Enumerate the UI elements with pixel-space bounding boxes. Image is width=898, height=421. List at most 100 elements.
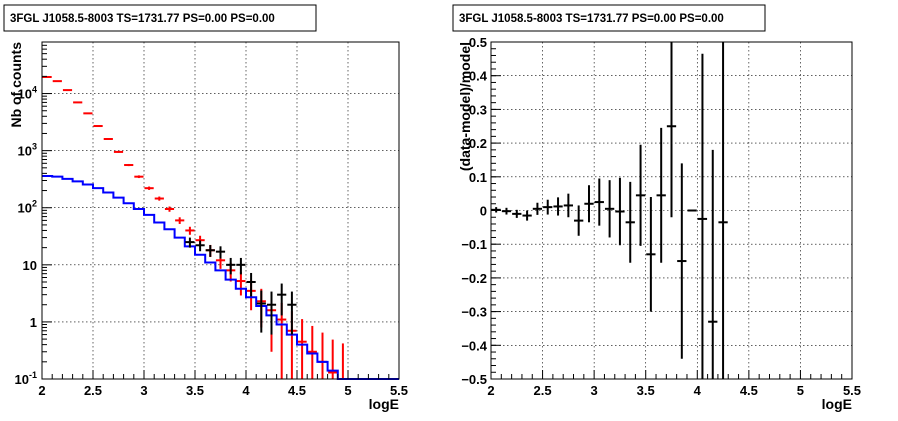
model-step-line (42, 174, 399, 380)
predicted-counts-point (317, 332, 328, 379)
predicted-counts-point (113, 150, 124, 153)
residual-y-tick-label: 0.4 (469, 69, 488, 84)
residual-title: 3FGL J1058.5-8003 TS=1731.77 PS=0.00 PS=… (459, 13, 724, 25)
counts-x-tick-label: 2 (38, 383, 45, 398)
predicted-counts-point (154, 196, 164, 201)
observed-counts-point (287, 291, 297, 335)
residual-point (625, 181, 635, 263)
residual-point (677, 163, 687, 359)
residual-point (646, 197, 656, 312)
residual-y-tick-label: −0.1 (461, 237, 487, 252)
residual-x-tick-label: 2.5 (534, 383, 552, 398)
residual-point (604, 180, 615, 238)
residual-panel: 2 2.5 3 3.5 4 4.5 5 5.5 −0.5 −0.4 −0.3 −0.2 −0.1 0 0.1… (452, 4, 861, 412)
predicted-counts-point (164, 206, 175, 212)
observed-counts-point (226, 257, 236, 275)
predicted-counts-point (338, 343, 348, 380)
counts-plot-frame (41, 41, 400, 380)
residual-x-tick-label: 4 (694, 383, 702, 398)
counts-y-tick-label: 1 (30, 315, 37, 330)
residual-point (594, 178, 604, 226)
residual-point (501, 207, 512, 215)
predicted-counts-point (297, 319, 307, 379)
counts-series (42, 75, 399, 380)
residual-point (574, 205, 584, 236)
residual-x-tick-label: 2 (487, 383, 494, 398)
residual-y-tick-label: −0.2 (461, 271, 487, 286)
residual-y-axis-label: (data-model)/model (457, 42, 473, 171)
residual-y-tick-label: 0.3 (469, 102, 487, 117)
observed-counts-point (185, 237, 195, 248)
residual-point (708, 149, 718, 379)
counts-x-tick-label: 3.5 (186, 383, 204, 398)
counts-y-tick-label: 104 (18, 85, 37, 102)
counts-panel: 2 2.5 3 3.5 4 4.5 5 5.5 10-1 1 10 102 103 104 3FGL J1… (3, 4, 408, 412)
observed-counts-point (195, 240, 205, 252)
residual-title-box (452, 4, 766, 32)
residual-grid (491, 42, 852, 379)
residual-point (532, 202, 543, 215)
counts-y-tick-label: 10 (23, 258, 37, 273)
residual-x-tick-label: 4.5 (740, 383, 758, 398)
predicted-counts-point (277, 302, 287, 379)
predicted-counts-point (103, 137, 113, 140)
predicted-counts-point (328, 339, 338, 379)
predicted-counts-point (83, 112, 93, 115)
predicted-counts-point (144, 186, 154, 190)
predicted-counts-point (185, 226, 195, 235)
residual-point (491, 207, 501, 213)
counts-title: 3FGL J1058.5-8003 TS=1731.77 PS=0.00 PS=… (10, 13, 275, 25)
counts-x-tick-label: 2.5 (84, 383, 102, 398)
residual-y-tick-label: 0.1 (469, 170, 487, 185)
residual-x-tick-label: 3.5 (637, 383, 655, 398)
predicted-counts-point (307, 325, 317, 379)
observed-counts-point (205, 245, 215, 257)
residual-point (553, 197, 563, 216)
counts-x-axis-label: logE (369, 396, 399, 412)
residual-point (522, 210, 532, 221)
residual-ticks: 2 2.5 3 3.5 4 4.5 5 5.5 −0.5 −0.4 −0.3 −0.2 −0.1 0 0.1… (461, 35, 861, 398)
counts-x-tick-label: 5 (344, 383, 351, 398)
residual-point (512, 209, 522, 218)
residual-series (491, 42, 728, 379)
residual-y-tick-label: −0.3 (461, 305, 487, 320)
residual-point (697, 53, 708, 379)
observed-counts-point (215, 246, 226, 259)
residual-x-tick-label: 5.5 (843, 383, 861, 398)
counts-x-tick-label: 5.5 (390, 383, 408, 398)
residual-point (563, 193, 573, 218)
residual-point (635, 144, 646, 246)
counts-y-tick-label: 10-1 (15, 370, 37, 387)
residual-point (666, 42, 677, 218)
observed-counts-point (266, 291, 277, 335)
observed-counts-point (277, 283, 287, 316)
counts-x-tick-label: 4.5 (288, 383, 306, 398)
counts-x-tick-label: 4 (242, 383, 250, 398)
predicted-counts-point (73, 101, 83, 104)
residual-y-tick-label: 0 (480, 204, 487, 219)
predicted-counts-point (175, 217, 185, 224)
predicted-counts-point (93, 125, 103, 128)
residual-y-tick-label: −0.5 (461, 372, 487, 387)
residual-y-tick-label: 0.2 (469, 136, 487, 151)
predicted-counts-point (124, 163, 134, 167)
observed-counts-point (236, 257, 246, 275)
residual-point (656, 127, 666, 263)
residual-y-tick-label: 0.5 (469, 35, 487, 50)
counts-x-tick-label: 3 (140, 383, 147, 398)
residual-x-axis-label: logE (822, 396, 852, 412)
counts-y-axis-label: Nb of counts (8, 42, 24, 128)
counts-y-tick-label: 102 (18, 199, 37, 216)
residual-point (718, 42, 728, 379)
observed-counts-point (256, 290, 266, 333)
residual-x-tick-label: 5 (797, 383, 804, 398)
residual-point (615, 177, 625, 246)
counts-ticks: 2 2.5 3 3.5 4 4.5 5 5.5 10-1 1 10 102 103 104 (15, 44, 408, 398)
residual-x-tick-label: 3 (591, 383, 598, 398)
residual-y-tick-label: −0.4 (461, 338, 487, 353)
counts-title-box (3, 4, 317, 32)
predicted-counts-point (134, 175, 144, 179)
observed-counts-point (246, 272, 256, 297)
residual-point (584, 185, 594, 223)
